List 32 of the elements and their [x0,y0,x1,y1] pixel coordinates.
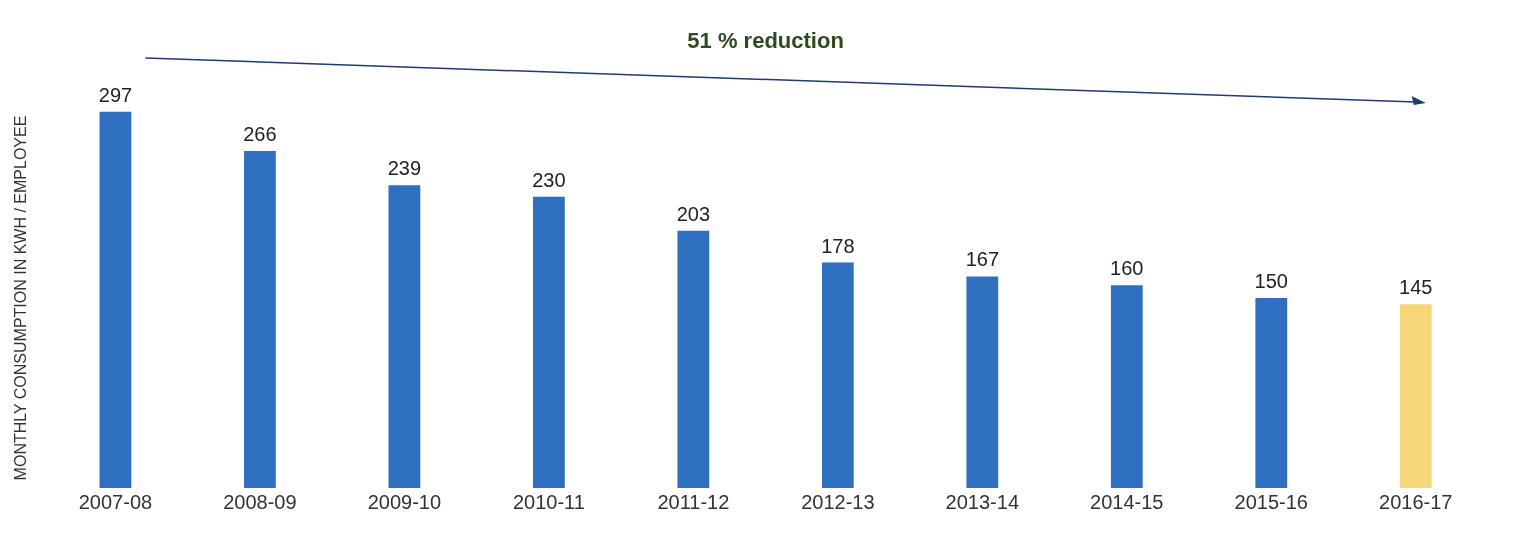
x-tick-label: 2011-12 [657,490,730,513]
x-tick-label: 2012-13 [801,490,875,513]
x-tick-label: 2007-08 [78,490,153,513]
bar [677,230,710,488]
x-tick-label: 2014-15 [1090,490,1164,513]
x-tick-label: 2015-16 [1234,490,1308,513]
data-label: 145 [1399,276,1433,299]
data-label: 230 [532,168,566,191]
bar [821,262,854,488]
y-axis-title: MONTHLY CONSUMPTION IN KWH / EMPLOYEE [12,115,30,481]
text: 51 % reduction [687,28,844,53]
bar [532,196,565,488]
data-label: 150 [1254,270,1288,292]
bar [1399,304,1432,488]
bar [244,151,276,488]
x-tick-label: 2008-09 [223,490,297,513]
bar [1110,285,1143,488]
data-label: 266 [243,123,277,146]
data-label: 203 [676,202,711,225]
data-label: 178 [821,234,855,257]
bar [388,185,421,488]
data-label: 167 [965,248,1000,271]
data-label: 239 [387,157,422,180]
data-label: 297 [98,83,133,106]
bar [99,111,132,488]
bar [1255,298,1288,488]
x-tick-label: 2009-10 [367,490,442,513]
x-tick-label: 2016-17 [1379,490,1453,513]
x-tick-label: 2013-14 [945,490,1020,513]
x-tick-label: 2010-11 [512,490,585,513]
data-label: 160 [1110,257,1144,280]
bar [966,276,999,488]
